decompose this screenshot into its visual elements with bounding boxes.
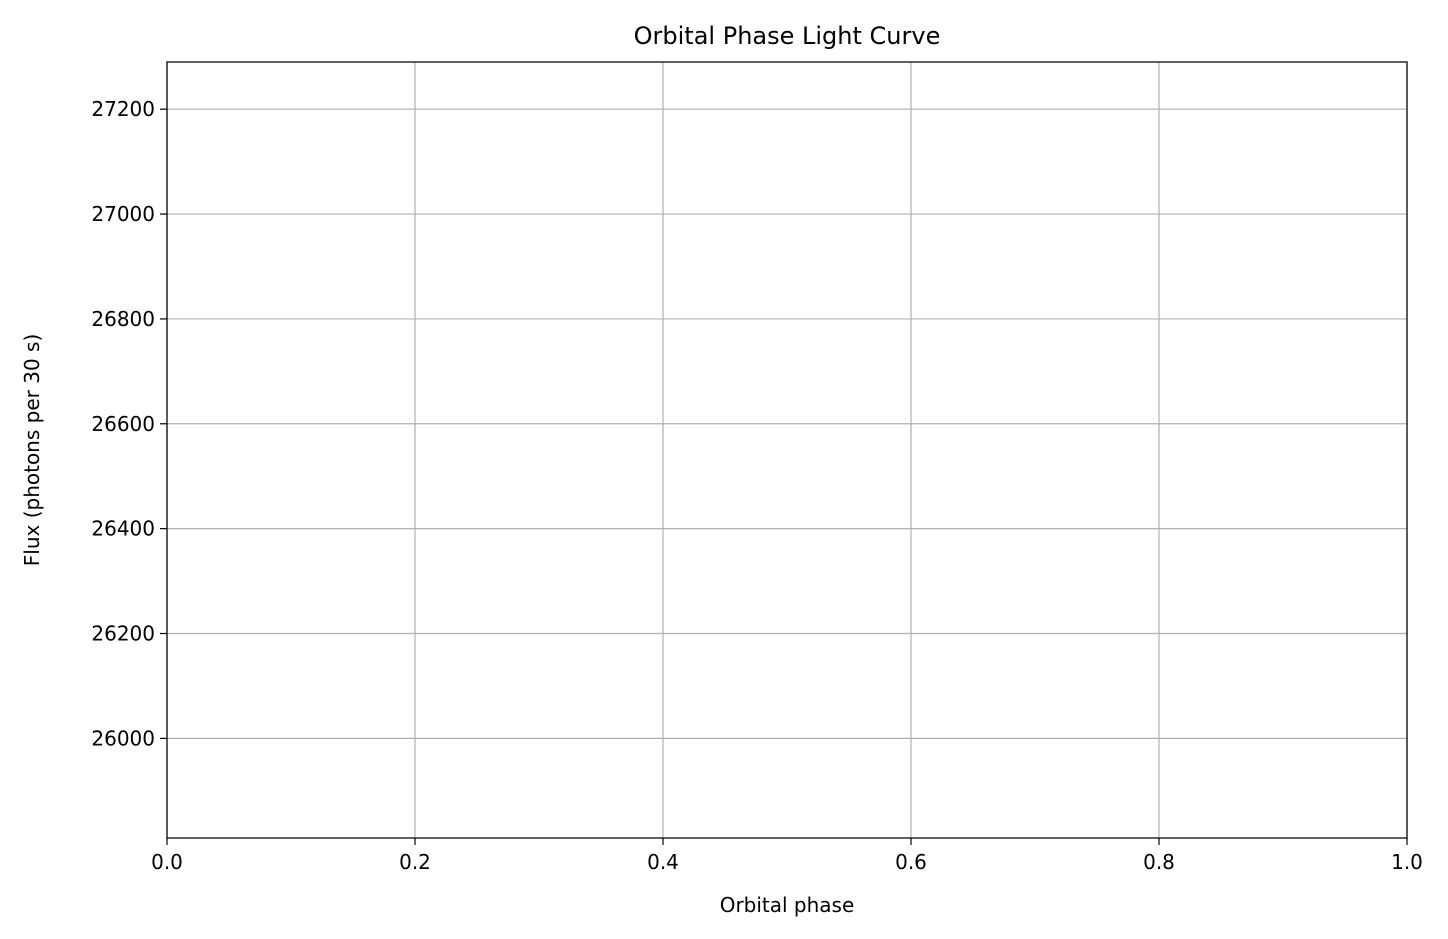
- y-tick-label: 27200: [91, 97, 155, 121]
- y-tick-label: 26200: [91, 622, 155, 646]
- y-axis-label: Flux (photons per 30 s): [20, 334, 44, 566]
- y-tick-label: 26800: [91, 307, 155, 331]
- x-tick-label: 0.4: [647, 850, 679, 874]
- x-tick-label: 0.6: [895, 850, 927, 874]
- x-tick-label: 0.8: [1143, 850, 1175, 874]
- y-tick-label: 26000: [91, 726, 155, 750]
- axis-ticks: 0.0 0.2 0.4 0.6 0.8 1.0 26000 26200 26400 26600 26…: [91, 97, 1423, 874]
- y-tick-label: 26600: [91, 412, 155, 436]
- plot-frame: [166, 61, 1408, 839]
- x-tick-label: 0.2: [399, 850, 431, 874]
- x-tick-label: 1.0: [1391, 850, 1423, 874]
- y-tick-label: 27000: [91, 202, 155, 226]
- x-axis-label: Orbital phase: [720, 893, 855, 917]
- chart-title: Orbital Phase Light Curve: [634, 22, 941, 50]
- x-tick-label: 0.0: [151, 850, 183, 874]
- y-tick-label: 26400: [91, 517, 155, 541]
